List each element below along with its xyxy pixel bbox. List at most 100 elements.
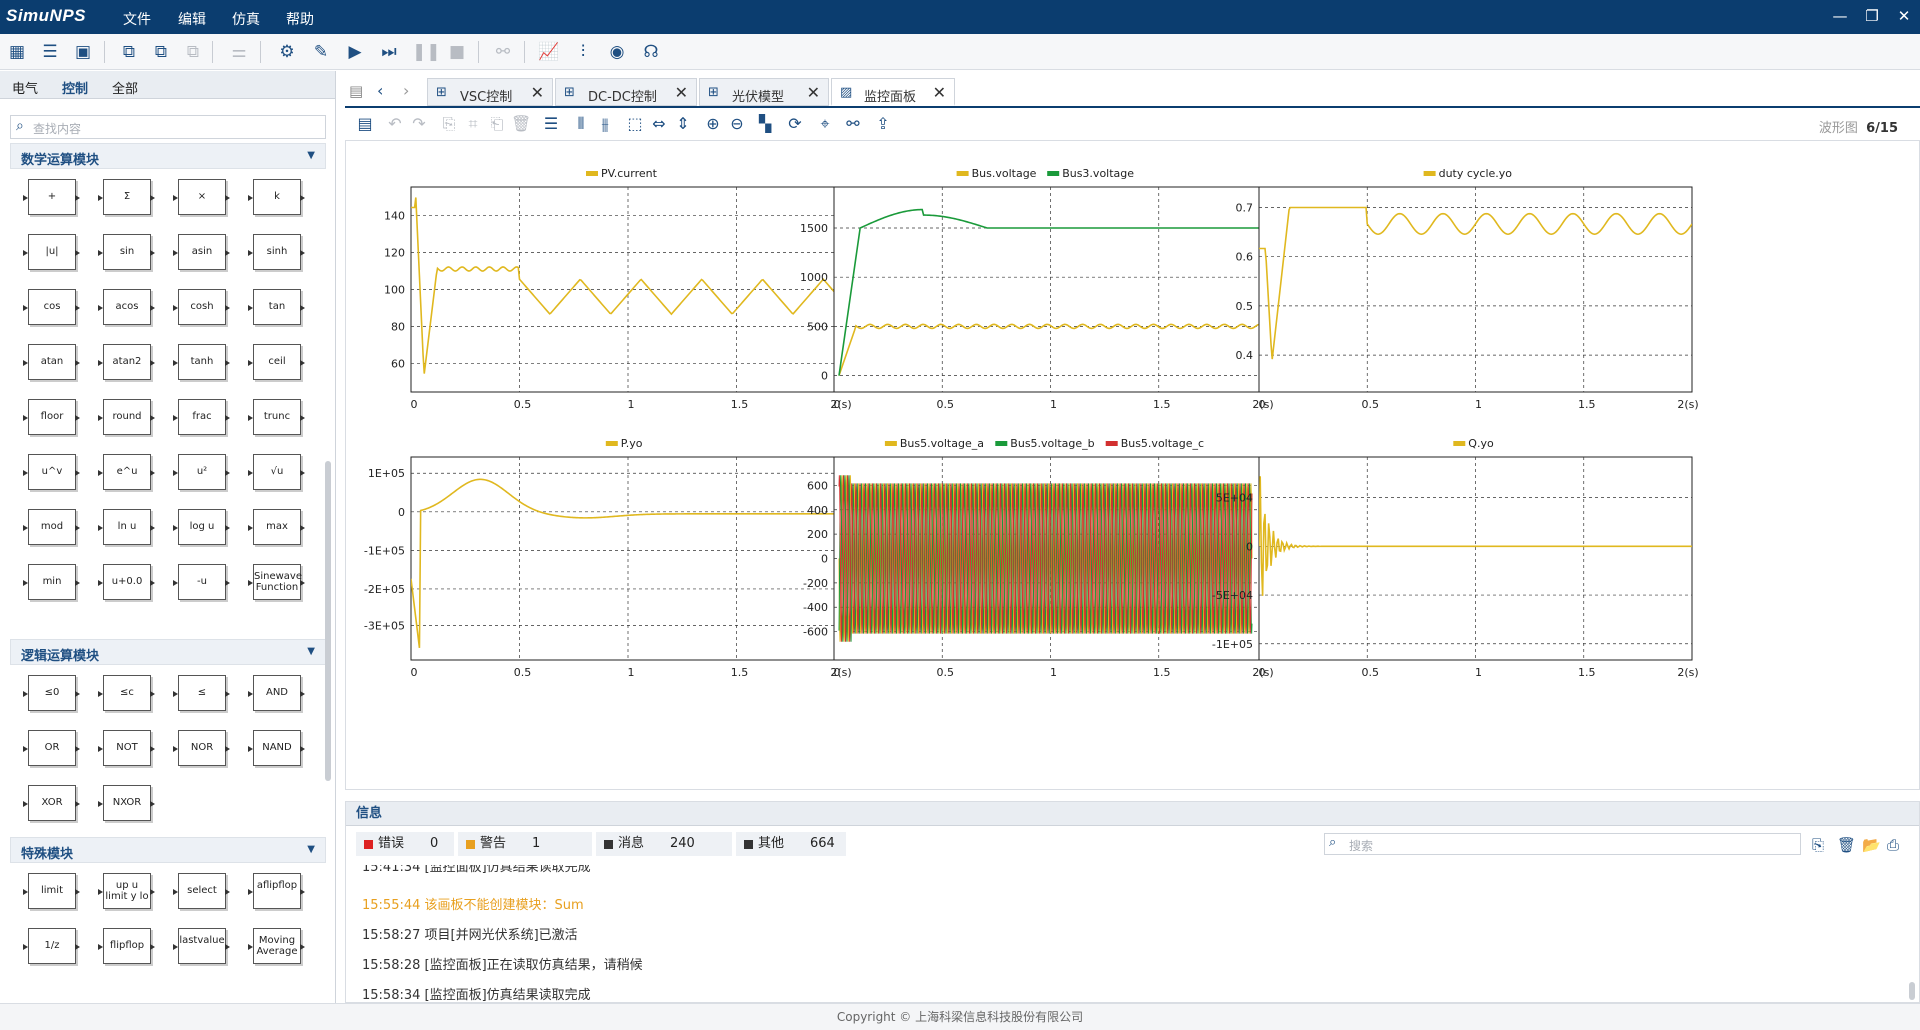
library-block[interactable]: trunc [248, 399, 305, 435]
copy-doc-icon[interactable]: ⧉ [154, 42, 168, 62]
settings-icon[interactable]: ⚙ [279, 42, 295, 62]
plot-3[interactable]: 1E+05 0 -1E+05 -2E+05 -3E+05 0 0.5 1 1.5 2(s) P.yo [364, 437, 852, 679]
log-filter-2[interactable]: 消息 240 [596, 832, 732, 856]
headset-icon[interactable]: ☊ [643, 42, 659, 62]
crop-icon[interactable]: ⌗ [468, 114, 478, 133]
plot-5[interactable]: 5E+04 0 -5E+04 -1E+05 0 0.5 1 1.5 2(s) Q.yo [1212, 437, 1699, 679]
library-block[interactable]: √u [248, 454, 305, 490]
copy-icon[interactable]: ⎘ [442, 114, 456, 133]
library-block[interactable]: AND [248, 675, 305, 711]
export-icon[interactable]: ⇪ [876, 114, 890, 133]
refresh-icon[interactable]: ⟳ [788, 114, 802, 133]
library-block[interactable]: max [248, 509, 305, 545]
library-block[interactable]: limit [23, 873, 80, 909]
chevron-down-icon[interactable]: ▼ [307, 844, 315, 855]
library-block[interactable]: ≤c [98, 675, 155, 711]
close-tab-icon[interactable]: ✕ [674, 83, 688, 102]
library-block[interactable]: Moving Average [248, 928, 305, 964]
library-block[interactable]: u² [173, 454, 230, 490]
list-icon[interactable]: ☰ [42, 42, 58, 62]
library-block[interactable]: × [173, 179, 230, 215]
align-left-icon[interactable]: ⫴ [577, 114, 585, 133]
library-block[interactable]: NOR [173, 730, 230, 766]
library-block[interactable]: Σ [98, 179, 155, 215]
undo-icon[interactable]: ↶ [388, 114, 402, 133]
paste-doc-icon[interactable]: ⧉ [186, 42, 200, 62]
library-block[interactable]: cosh [173, 289, 230, 325]
fit-width-icon[interactable]: ⇔ [652, 114, 666, 133]
library-block[interactable]: acos [98, 289, 155, 325]
properties-icon[interactable]: ▤ [357, 114, 373, 133]
library-block[interactable]: + [23, 179, 80, 215]
plot-1[interactable]: 1500 1000 500 0 0 0.5 1 1.5 2(s) Bus.voltage Bus3.… [800, 167, 1274, 411]
restore-icon[interactable]: ❐ [1865, 7, 1879, 25]
log-scrollbar[interactable] [1909, 982, 1915, 1000]
select-area-icon[interactable]: ⬚ [627, 114, 643, 133]
library-section-header[interactable]: 特殊模块 ▼ [10, 837, 326, 863]
menu-simulate[interactable]: 仿真 [232, 12, 260, 28]
copy-log-icon[interactable]: ⎘ [1812, 836, 1825, 854]
library-block[interactable]: mod [23, 509, 80, 545]
tab-monitor-panel[interactable]: ▨ 监控面板 ✕ [831, 78, 955, 106]
play-icon[interactable]: ▶ [348, 42, 362, 62]
library-block[interactable]: round [98, 399, 155, 435]
library-block[interactable]: e^u [98, 454, 155, 490]
library-block[interactable]: -u [173, 564, 230, 600]
library-section-header[interactable]: 逻辑运算模块 ▼ [10, 639, 326, 665]
close-tab-icon[interactable]: ✕ [806, 83, 820, 102]
library-block[interactable]: u+0.0 [98, 564, 155, 600]
delete-icon[interactable]: 🗑 [511, 114, 532, 133]
menu-help[interactable]: 帮助 [286, 12, 314, 28]
network-icon[interactable]: ⚯ [846, 114, 860, 133]
library-block[interactable]: 1/z [23, 928, 80, 964]
tab-all[interactable]: 全部 [112, 82, 139, 97]
library-block[interactable]: Sinewave Function [248, 564, 305, 600]
library-scrollbar[interactable] [325, 461, 331, 781]
library-block[interactable]: atan [23, 344, 80, 380]
grid-icon[interactable]: ▦ [8, 42, 26, 62]
library-block[interactable]: OR [23, 730, 80, 766]
library-block[interactable]: asin [173, 234, 230, 270]
library-block[interactable]: min [23, 564, 80, 600]
library-search-input[interactable]: ⌕ 查找内容 [10, 115, 326, 139]
minimize-icon[interactable]: — [1832, 7, 1848, 25]
new-doc-icon[interactable]: ⧉ [122, 42, 136, 62]
close-icon[interactable]: ✕ [1897, 7, 1911, 25]
chevron-down-icon[interactable]: ▼ [307, 646, 315, 657]
library-block[interactable]: ln u [98, 509, 155, 545]
step-icon[interactable]: ⏭ [381, 42, 397, 62]
pause-icon[interactable]: ❚❚ [412, 42, 441, 62]
disk-icon[interactable]: ▣ [74, 42, 92, 62]
zoom-out-icon[interactable]: ⊖ [730, 114, 744, 133]
library-block[interactable]: ≤0 [23, 675, 80, 711]
print-icon[interactable]: ⎙ [1887, 836, 1900, 854]
library-block[interactable]: u^v [23, 454, 80, 490]
log-filter-3[interactable]: 其他 664 [736, 832, 846, 856]
library-block[interactable]: NOT [98, 730, 155, 766]
chart-icon[interactable]: 📈 [538, 42, 560, 62]
library-block[interactable]: select [173, 873, 230, 909]
close-tab-icon[interactable]: ✕ [530, 83, 544, 102]
library-section-header[interactable]: 数学运算模块 ▼ [10, 143, 326, 169]
library-block[interactable]: frac [173, 399, 230, 435]
tab-prev-icon[interactable]: ‹ [377, 81, 384, 100]
layout-icon[interactable]: ▚ [758, 114, 772, 133]
tab-electrical[interactable]: 电气 [12, 82, 39, 97]
library-block[interactable]: aflipflop [248, 873, 305, 909]
library-block[interactable]: ceil [248, 344, 305, 380]
plot-0[interactable]: 140 120 100 80 60 0 0.5 1 1.5 2(s) PV.current [384, 167, 852, 411]
library-block[interactable]: tanh [173, 344, 230, 380]
redo-icon[interactable]: ↷ [412, 114, 426, 133]
tab-pv-model[interactable]: ⊞ 光伏模型 ✕ [699, 78, 829, 106]
plot-4[interactable]: 600 400 200 0 -200 -400 -600 0 0.5 1 1.5 2(s) Bus5.v… [803, 437, 1274, 679]
align-icon[interactable]: ⚌ [231, 42, 247, 62]
zoom-in-icon[interactable]: ⊕ [706, 114, 720, 133]
library-block[interactable]: cos [23, 289, 80, 325]
library-block[interactable]: sin [98, 234, 155, 270]
network-icon[interactable]: ⚯ [495, 42, 511, 62]
library-block[interactable]: log u [173, 509, 230, 545]
crosshair-icon[interactable]: ⌖ [820, 114, 830, 133]
paste-icon[interactable]: ⎗ [490, 114, 504, 133]
sliders-icon[interactable]: ⫶ [580, 42, 586, 62]
